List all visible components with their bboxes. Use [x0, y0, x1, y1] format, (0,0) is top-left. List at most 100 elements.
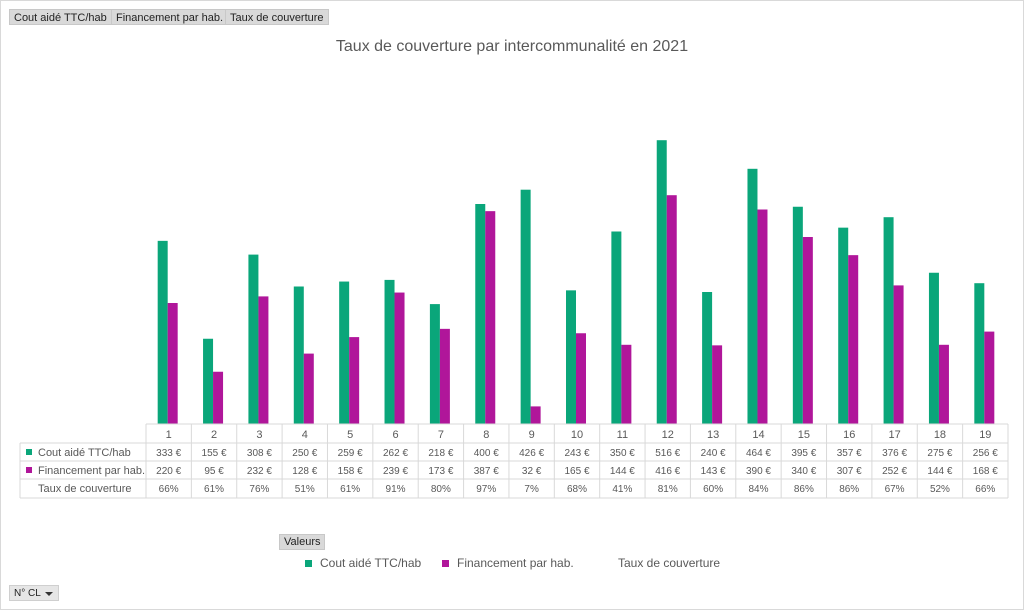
- cell-value-cout-8: 400 €: [474, 448, 499, 459]
- cell-value-taux-4: 51%: [295, 484, 315, 495]
- bar-financement-16: [848, 255, 859, 424]
- cell-value-cout-19: 256 €: [973, 448, 998, 459]
- cell-value-taux-13: 60%: [703, 484, 723, 495]
- bar-cout-10: [566, 290, 576, 424]
- bar-cout-18: [928, 272, 939, 424]
- bar-financement-13: [712, 345, 723, 424]
- bar-financement-6: [394, 292, 405, 424]
- cell-value-financement-12: 416 €: [655, 466, 680, 477]
- legend-item-cout: Cout aidé TTC/hab: [305, 556, 421, 570]
- cell-value-cout-16: 357 €: [837, 448, 862, 459]
- bar-cout-9: [520, 189, 531, 424]
- category-label-7: 7: [438, 429, 444, 441]
- bar-cout-7: [429, 304, 440, 424]
- cell-value-taux-5: 61%: [340, 484, 360, 495]
- cell-value-financement-8: 387 €: [474, 466, 499, 477]
- filter-ncl-label: N° CL: [14, 588, 41, 599]
- category-label-3: 3: [256, 429, 262, 441]
- cell-value-taux-3: 76%: [249, 484, 269, 495]
- cell-value-financement-11: 144 €: [610, 466, 635, 477]
- category-label-5: 5: [347, 429, 353, 441]
- cell-value-taux-14: 84%: [748, 484, 768, 495]
- bar-cout-4: [293, 286, 304, 424]
- cell-value-cout-7: 218 €: [428, 448, 453, 459]
- field-button-taux[interactable]: Taux de couverture: [225, 9, 329, 25]
- cell-value-financement-9: 32 €: [522, 466, 542, 477]
- bar-cout-1: [157, 240, 168, 424]
- cell-value-taux-2: 61%: [204, 484, 224, 495]
- bar-financement-2: [213, 371, 224, 424]
- category-label-19: 19: [979, 429, 991, 441]
- legend-swatch-cout: [305, 559, 312, 567]
- cell-value-cout-14: 464 €: [746, 448, 771, 459]
- cell-value-cout-4: 250 €: [292, 448, 317, 459]
- cell-value-cout-3: 308 €: [247, 448, 272, 459]
- row-header-cout: Cout aidé TTC/hab: [38, 447, 131, 459]
- cell-value-cout-13: 240 €: [701, 448, 726, 459]
- cell-value-financement-1: 220 €: [156, 466, 181, 477]
- cell-value-taux-19: 66%: [975, 484, 995, 495]
- category-label-17: 17: [888, 429, 900, 441]
- bar-financement-5: [349, 337, 360, 424]
- cell-value-cout-9: 426 €: [519, 448, 544, 459]
- cell-value-financement-2: 95 €: [204, 466, 224, 477]
- cell-value-cout-18: 275 €: [927, 448, 952, 459]
- bar-cout-2: [203, 338, 214, 424]
- category-label-11: 11: [617, 429, 628, 441]
- cell-value-taux-1: 66%: [159, 484, 179, 495]
- cell-value-cout-10: 243 €: [564, 448, 589, 459]
- cell-value-financement-18: 144 €: [927, 466, 952, 477]
- row-swatch-cout: [26, 449, 32, 455]
- legend-item-financement: Financement par hab.: [442, 556, 574, 570]
- bar-financement-1: [167, 303, 178, 424]
- cell-value-taux-9: 7%: [524, 484, 539, 495]
- chart-title: Taux de couverture par intercommunalité …: [335, 38, 689, 55]
- cell-value-cout-11: 350 €: [610, 448, 635, 459]
- category-label-12: 12: [662, 429, 674, 441]
- cell-value-financement-16: 307 €: [837, 466, 862, 477]
- category-label-13: 13: [707, 429, 719, 441]
- bar-cout-11: [611, 231, 622, 424]
- legend-label-cout: Cout aidé TTC/hab: [320, 556, 422, 570]
- category-label-8: 8: [483, 429, 489, 441]
- cell-value-cout-15: 395 €: [791, 448, 816, 459]
- bar-cout-5: [339, 281, 350, 424]
- bar-cout-6: [384, 279, 395, 424]
- cell-value-taux-10: 68%: [567, 484, 587, 495]
- field-button-financement[interactable]: Financement par hab.: [111, 9, 229, 25]
- bar-cout-14: [747, 168, 758, 424]
- bar-cout-13: [702, 292, 713, 424]
- legend-item-taux: Taux de couverture: [618, 556, 720, 570]
- cell-value-financement-7: 173 €: [428, 466, 453, 477]
- bar-cout-19: [974, 283, 985, 424]
- legend-label-financement: Financement par hab.: [457, 556, 574, 570]
- bar-cout-15: [792, 206, 803, 424]
- category-label-6: 6: [392, 429, 398, 441]
- bar-financement-3: [258, 296, 269, 424]
- row-header-taux: Taux de couverture: [38, 483, 132, 495]
- cell-value-cout-17: 376 €: [882, 448, 907, 459]
- cell-value-financement-17: 252 €: [882, 466, 907, 477]
- dropdown-arrow-icon: [45, 592, 53, 596]
- cell-value-taux-6: 91%: [386, 484, 406, 495]
- category-label-1: 1: [166, 429, 172, 441]
- category-label-4: 4: [302, 429, 308, 441]
- bar-cout-3: [248, 254, 259, 424]
- bar-financement-15: [802, 237, 813, 424]
- cell-value-financement-6: 239 €: [383, 466, 408, 477]
- category-label-10: 10: [571, 429, 583, 441]
- filter-ncl-button[interactable]: N° CL: [9, 585, 59, 601]
- cell-value-financement-10: 165 €: [564, 466, 589, 477]
- cell-value-taux-7: 80%: [431, 484, 451, 495]
- legend-label-taux: Taux de couverture: [618, 556, 721, 570]
- cell-value-cout-1: 333 €: [156, 448, 181, 459]
- bar-cout-17: [883, 217, 894, 424]
- bar-financement-11: [621, 344, 632, 424]
- cell-value-taux-16: 86%: [839, 484, 859, 495]
- legend-values-button[interactable]: Valeurs: [279, 534, 326, 550]
- bar-financement-19: [984, 331, 995, 424]
- cell-value-taux-18: 52%: [930, 484, 950, 495]
- field-button-cout[interactable]: Cout aidé TTC/hab: [9, 9, 112, 25]
- cell-value-financement-3: 232 €: [247, 466, 272, 477]
